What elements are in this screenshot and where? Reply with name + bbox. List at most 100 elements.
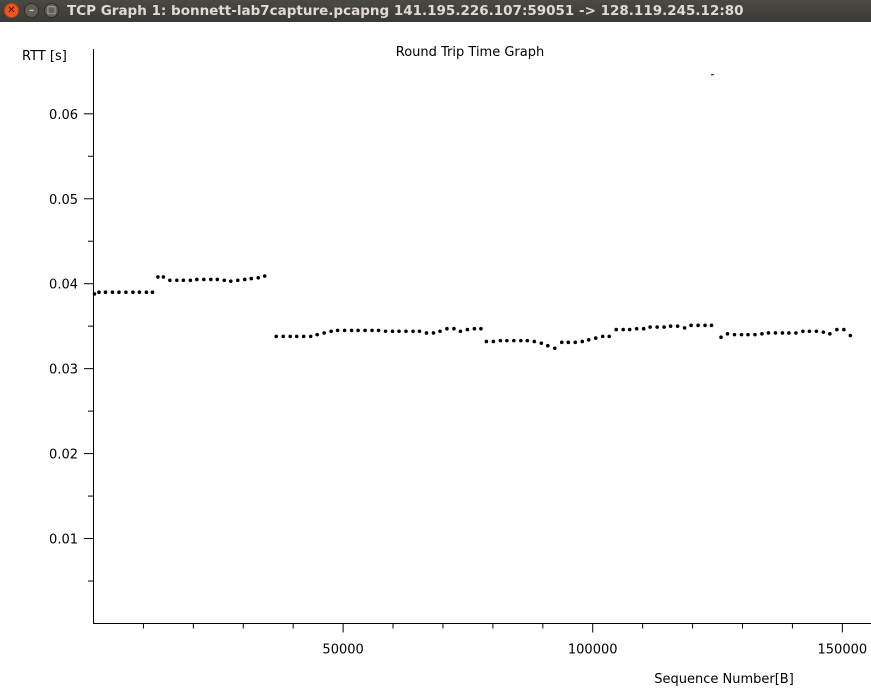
y-tick-label: 0.05 (49, 193, 78, 208)
rtt-point (215, 277, 220, 282)
rtt-point (621, 327, 625, 332)
rtt-point (760, 332, 764, 336)
rtt-point (465, 327, 470, 332)
rtt-point (607, 334, 612, 339)
rtt-point (787, 331, 791, 335)
rtt-point (682, 326, 687, 330)
rtt-point (498, 338, 503, 343)
x-tick-label: 100000 (568, 643, 618, 658)
rtt-point (235, 278, 240, 283)
rtt-point (262, 274, 267, 278)
y-tick-label: 0.03 (49, 363, 78, 378)
rtt-point (539, 341, 544, 345)
rtt-point (356, 328, 360, 333)
rtt-point (424, 331, 429, 335)
rtt-point (627, 327, 632, 332)
rtt-point (144, 290, 149, 294)
chart-title: Round Trip Time Graph (396, 45, 544, 60)
y-tick-label: 0.01 (49, 533, 78, 548)
rtt-point (150, 290, 155, 294)
rtt-point (780, 331, 785, 335)
rtt-point (363, 328, 367, 333)
rtt-point (445, 326, 449, 331)
rtt-point (505, 338, 509, 343)
rtt-point (222, 278, 227, 283)
rtt-point (370, 328, 374, 333)
rtt-point (209, 277, 213, 282)
rtt-point (349, 328, 354, 333)
rtt-point (181, 278, 186, 283)
rtt-point (593, 336, 598, 340)
rtt-point (773, 331, 778, 335)
rtt-point (390, 329, 395, 334)
rtt-point (335, 328, 340, 333)
rtt-point (566, 340, 571, 345)
rtt-point (614, 327, 618, 332)
rtt-point (821, 330, 826, 334)
rtt-point (342, 328, 347, 333)
rtt-point (479, 326, 483, 331)
rtt-point (648, 325, 652, 329)
rtt-point (156, 275, 160, 279)
rtt-point (117, 290, 121, 294)
rtt-point (545, 343, 550, 348)
rtt-point (315, 332, 319, 337)
maximize-icon[interactable]: □ (44, 3, 59, 18)
x-tick-label: 50000 (322, 643, 363, 658)
rtt-point (739, 332, 744, 337)
rtt-point (404, 329, 408, 334)
close-icon[interactable]: ✕ (4, 3, 19, 18)
rtt-point (322, 331, 326, 335)
rtt-point (753, 332, 757, 337)
rtt-point (668, 324, 673, 328)
y-axis-label: RTT [s] (22, 49, 67, 64)
rtt-point (376, 328, 381, 333)
rtt-point (842, 327, 846, 332)
data-points (92, 74, 853, 351)
rtt-point (634, 326, 639, 331)
rtt-point (202, 277, 206, 282)
rtt-point (131, 290, 135, 294)
rtt-point (92, 292, 97, 296)
rtt-point (641, 326, 646, 331)
rtt-point (525, 338, 530, 343)
rtt-point (137, 290, 142, 294)
rtt-point (103, 290, 108, 294)
x-axis-label: Sequence Number[B] (654, 672, 794, 687)
rtt-point (835, 327, 839, 332)
y-tick-label: 0.02 (49, 448, 78, 463)
rtt-point (308, 334, 313, 339)
rtt-point (274, 334, 279, 339)
rtt-point (559, 340, 564, 345)
rtt-point (397, 329, 401, 334)
rtt-point (288, 334, 292, 339)
rtt-point (161, 275, 166, 279)
rtt-point (484, 339, 489, 344)
rtt-point (519, 338, 523, 343)
rtt-point (532, 339, 537, 344)
rtt-point (828, 332, 832, 336)
rtt-point (195, 277, 199, 282)
rtt-point (801, 329, 805, 334)
rtt-point (766, 331, 771, 335)
rtt-point (709, 323, 714, 328)
minimize-icon[interactable]: – (24, 3, 39, 18)
x-tick-label: 150000 (818, 643, 868, 658)
rtt-point (491, 339, 496, 344)
rtt-chart[interactable]: Round Trip Time Graph RTT [s] Sequence N… (0, 22, 871, 691)
rtt-point (586, 337, 591, 342)
rtt-point (655, 325, 659, 329)
rtt-point (301, 334, 306, 339)
rtt-point (124, 290, 128, 294)
rtt-point (552, 346, 557, 351)
rtt-point (438, 329, 442, 334)
rtt-point (329, 329, 333, 334)
rtt-point (411, 329, 415, 334)
rtt-point (431, 331, 436, 335)
rtt-point (458, 329, 463, 334)
axis-ticks: 0.01 0.02 0.03 0.04 0.05 0.06 50000 100000 15000… (49, 108, 867, 658)
rtt-point (675, 324, 680, 328)
rtt-point (848, 333, 853, 338)
rtt-point (281, 334, 286, 339)
rtt-point (725, 332, 730, 336)
